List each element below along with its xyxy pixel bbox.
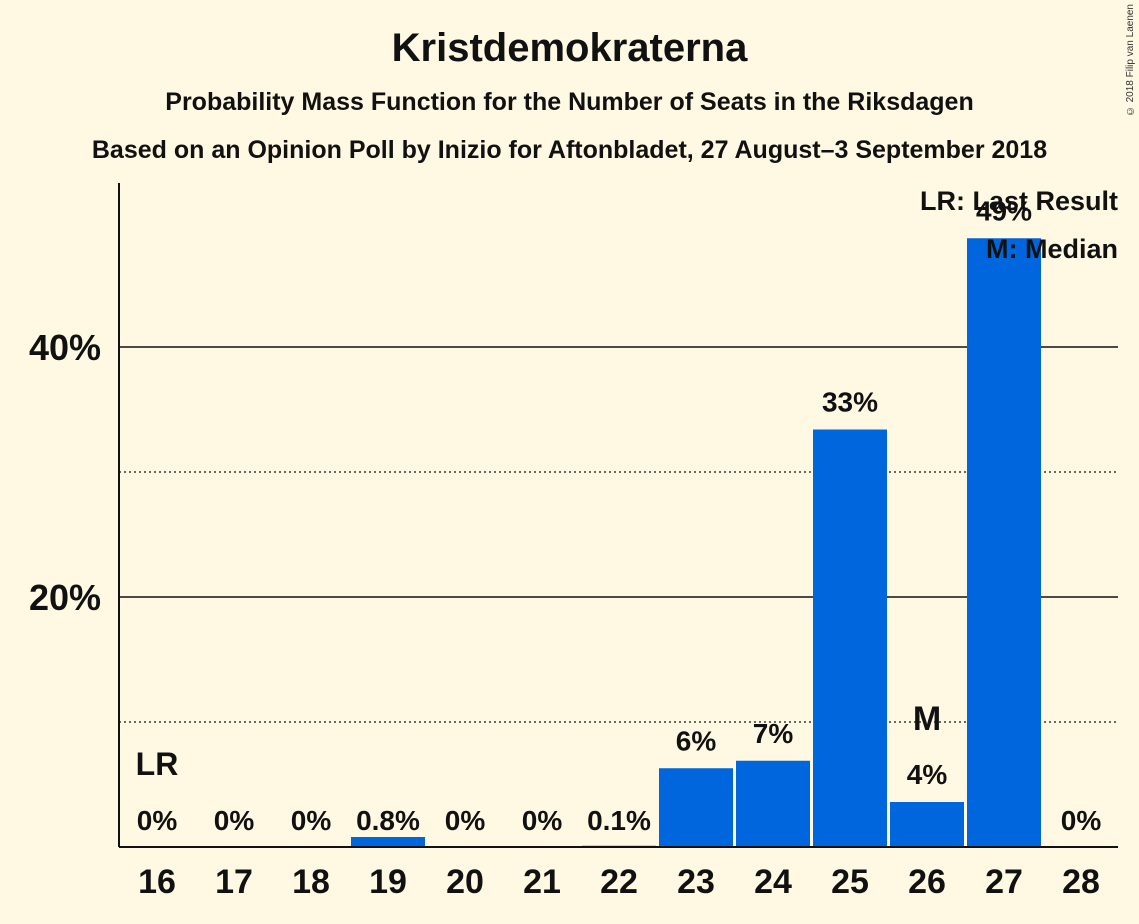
x-tick-label: 18 bbox=[292, 863, 330, 901]
x-tick-label: 21 bbox=[523, 863, 561, 901]
bar bbox=[967, 238, 1041, 847]
bar bbox=[351, 837, 425, 847]
legend-last-result: LR: Last Result bbox=[920, 186, 1118, 216]
chart-subtitle: Probability Mass Function for the Number… bbox=[165, 88, 974, 116]
median-marker: M bbox=[913, 700, 941, 738]
bar-value-label: 33% bbox=[822, 387, 878, 418]
x-tick-label: 27 bbox=[985, 863, 1023, 901]
bar bbox=[890, 802, 964, 847]
x-tick-label: 23 bbox=[677, 863, 715, 901]
x-tick-label: 25 bbox=[831, 863, 869, 901]
bar-value-label: 7% bbox=[753, 718, 794, 749]
bar-value-label: 4% bbox=[907, 759, 948, 790]
y-tick-label: 40% bbox=[29, 327, 101, 368]
x-tick-label: 20 bbox=[446, 863, 484, 901]
y-tick-label: 20% bbox=[29, 577, 101, 618]
last-result-marker: LR bbox=[136, 746, 179, 782]
bar-value-label: 0% bbox=[137, 805, 178, 836]
chart-title: Kristdemokraterna bbox=[391, 26, 748, 70]
bar bbox=[813, 429, 887, 847]
bar-value-label: 0% bbox=[522, 805, 563, 836]
bar bbox=[659, 768, 733, 847]
bar-value-label: 0% bbox=[214, 805, 255, 836]
x-tick-label: 16 bbox=[138, 863, 176, 901]
bar-value-label: 0% bbox=[445, 805, 486, 836]
bar-value-label: 0.1% bbox=[587, 805, 651, 836]
bar-value-label: 6% bbox=[676, 725, 717, 756]
x-tick-label: 28 bbox=[1062, 863, 1100, 901]
bar-value-label: 0% bbox=[291, 805, 332, 836]
x-tick-label: 19 bbox=[369, 863, 407, 901]
x-tick-label: 22 bbox=[600, 863, 638, 901]
chart-source-subtitle: Based on an Opinion Poll by Inizio for A… bbox=[91, 136, 1048, 164]
x-tick-label: 26 bbox=[908, 863, 946, 901]
x-tick-label: 17 bbox=[215, 863, 253, 901]
bar-value-label: 0.8% bbox=[356, 805, 420, 836]
x-tick-label: 24 bbox=[754, 863, 792, 901]
bar bbox=[736, 760, 810, 847]
bar-value-label: 49% bbox=[976, 195, 1032, 226]
bar-value-label: 0% bbox=[1061, 805, 1102, 836]
legend-median: M: Median bbox=[986, 234, 1118, 264]
